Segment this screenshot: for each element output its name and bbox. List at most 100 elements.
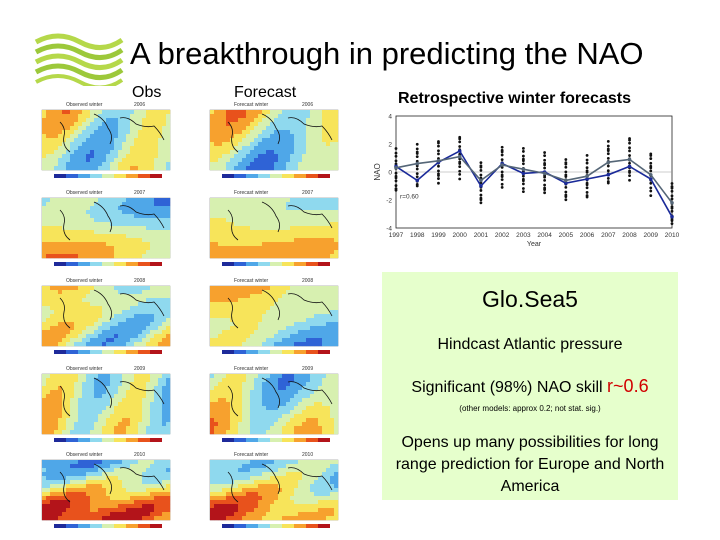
series-point [585,174,589,178]
colorbar [54,262,162,266]
ensemble-member-dot [670,189,674,193]
ensemble-member-dot [415,172,419,176]
colorbar [222,524,330,528]
ensemble-member-dot [458,172,462,176]
ensemble-member-dot [394,162,398,166]
ensemble-member-dot [585,158,589,162]
ensemble-member-dot [500,158,504,161]
ensemble-member-dot [500,153,504,157]
map-year: 2010 [134,452,146,458]
ensemble-member-dot [564,190,568,194]
ensemble-member-dot [670,182,674,185]
ensemble-member-dot [437,177,440,180]
ensemble-member-dot [394,147,398,150]
colorbar [222,174,330,178]
ensemble-member-dot [479,161,483,165]
ensemble-member-dot [628,149,631,153]
ensemble-member-dot [585,153,589,157]
series-point [564,181,568,185]
map-year: 2009 [302,366,314,372]
series-point [521,167,526,171]
ensemble-member-dot [521,150,525,153]
map-year: 2008 [134,278,146,284]
map-year: 2006 [302,102,314,108]
ensemble-member-dot [500,186,504,189]
ensemble-member-dot [543,183,547,187]
correlation-annotation: r=0.60 [400,194,419,201]
ensemble-member-dot [628,141,631,145]
series-point [521,171,526,176]
forecast-map-2010: Forecast winter 2010 [204,452,344,532]
x-tick-label: 2003 [516,232,531,239]
ensemble-member-dot [458,169,462,173]
series-point [670,201,674,205]
y-tick-label: 2 [388,142,392,149]
ensemble-member-dot [606,177,610,180]
ensemble-member-dot [628,178,631,182]
ensemble-member-dot [649,181,653,185]
ensemble-member-dot [437,181,440,185]
skill-text: Significant (98%) NAO skill [411,379,603,396]
series-point [670,215,674,219]
ensemble-member-dot [649,169,653,173]
ensemble-member-dot [437,149,440,153]
ensemble-member-dot [585,166,589,170]
pressure-map-icon [41,285,171,354]
ensemble-member-dot [649,152,653,156]
ensemble-member-dot [606,169,610,173]
forecast-column-label: Forecast [234,84,297,101]
ensemble-member-dot [670,194,674,198]
ensemble-member-dot [628,154,631,157]
ensemble-member-dot [415,183,419,186]
ensemble-member-dot [649,186,653,190]
ensemble-member-dot [458,140,462,144]
ensemble-member-dot [415,147,419,151]
nao-line-chart: 1997 1998 1999 2000 2001 2002 2003 2004 2005 2006… [373,114,680,249]
ensemble-member-dot [649,164,653,168]
y-tick-label: -2 [386,198,392,205]
forecast-map-2006: Forecast winter 2006 [204,102,344,182]
colorbar [222,350,330,354]
ensemble-member-dot [479,173,483,177]
chart-scatter-dots [394,135,674,226]
ensemble-member-dot [500,173,504,177]
pressure-map-icon [209,459,339,528]
ensemble-member-dot [458,135,462,139]
ensemble-member-dot [585,169,589,173]
ensemble-member-dot [543,166,547,170]
box-skill-line: Significant (98%) NAO skill r~0.6 [382,376,678,397]
map-year: 2006 [134,102,146,108]
ensemble-member-dot [564,165,568,169]
ensemble-member-dot [479,196,483,200]
box-heading: Glo.Sea5 [482,286,578,312]
ensemble-member-dot [606,180,610,183]
series-point [648,173,653,177]
box-note: (other models: approx 0.2; not stat. sig… [459,404,601,413]
series-point [457,154,462,159]
ensemble-member-dot [458,177,462,181]
ensemble-member-dot [394,171,398,175]
ensemble-member-dot [394,151,398,155]
series-point [627,157,632,162]
ensemble-member-dot [437,164,440,168]
map-caption: Forecast winter [234,102,269,108]
ensemble-member-dot [415,175,419,179]
x-tick-label: 2007 [601,232,616,239]
ensemble-member-dot [606,144,610,148]
map-caption: Forecast winter [234,366,269,372]
ensemble-member-dot [458,160,462,164]
pressure-map-icon [209,109,339,178]
series-point [542,171,547,176]
colorbar [54,438,162,442]
series-point [564,178,568,183]
ensemble-member-dot [479,189,483,192]
ensemble-member-dot [564,198,568,202]
map-caption: Forecast winter [234,190,269,196]
ensemble-member-dot [543,151,547,154]
ensemble-member-dot [670,222,674,226]
series-point [394,166,398,170]
map-year: 2007 [134,190,146,196]
x-tick-label: 2009 [644,232,659,239]
forecast-map-2007: Forecast winter 2007 [204,190,344,270]
x-tick-label: 2006 [580,232,595,239]
